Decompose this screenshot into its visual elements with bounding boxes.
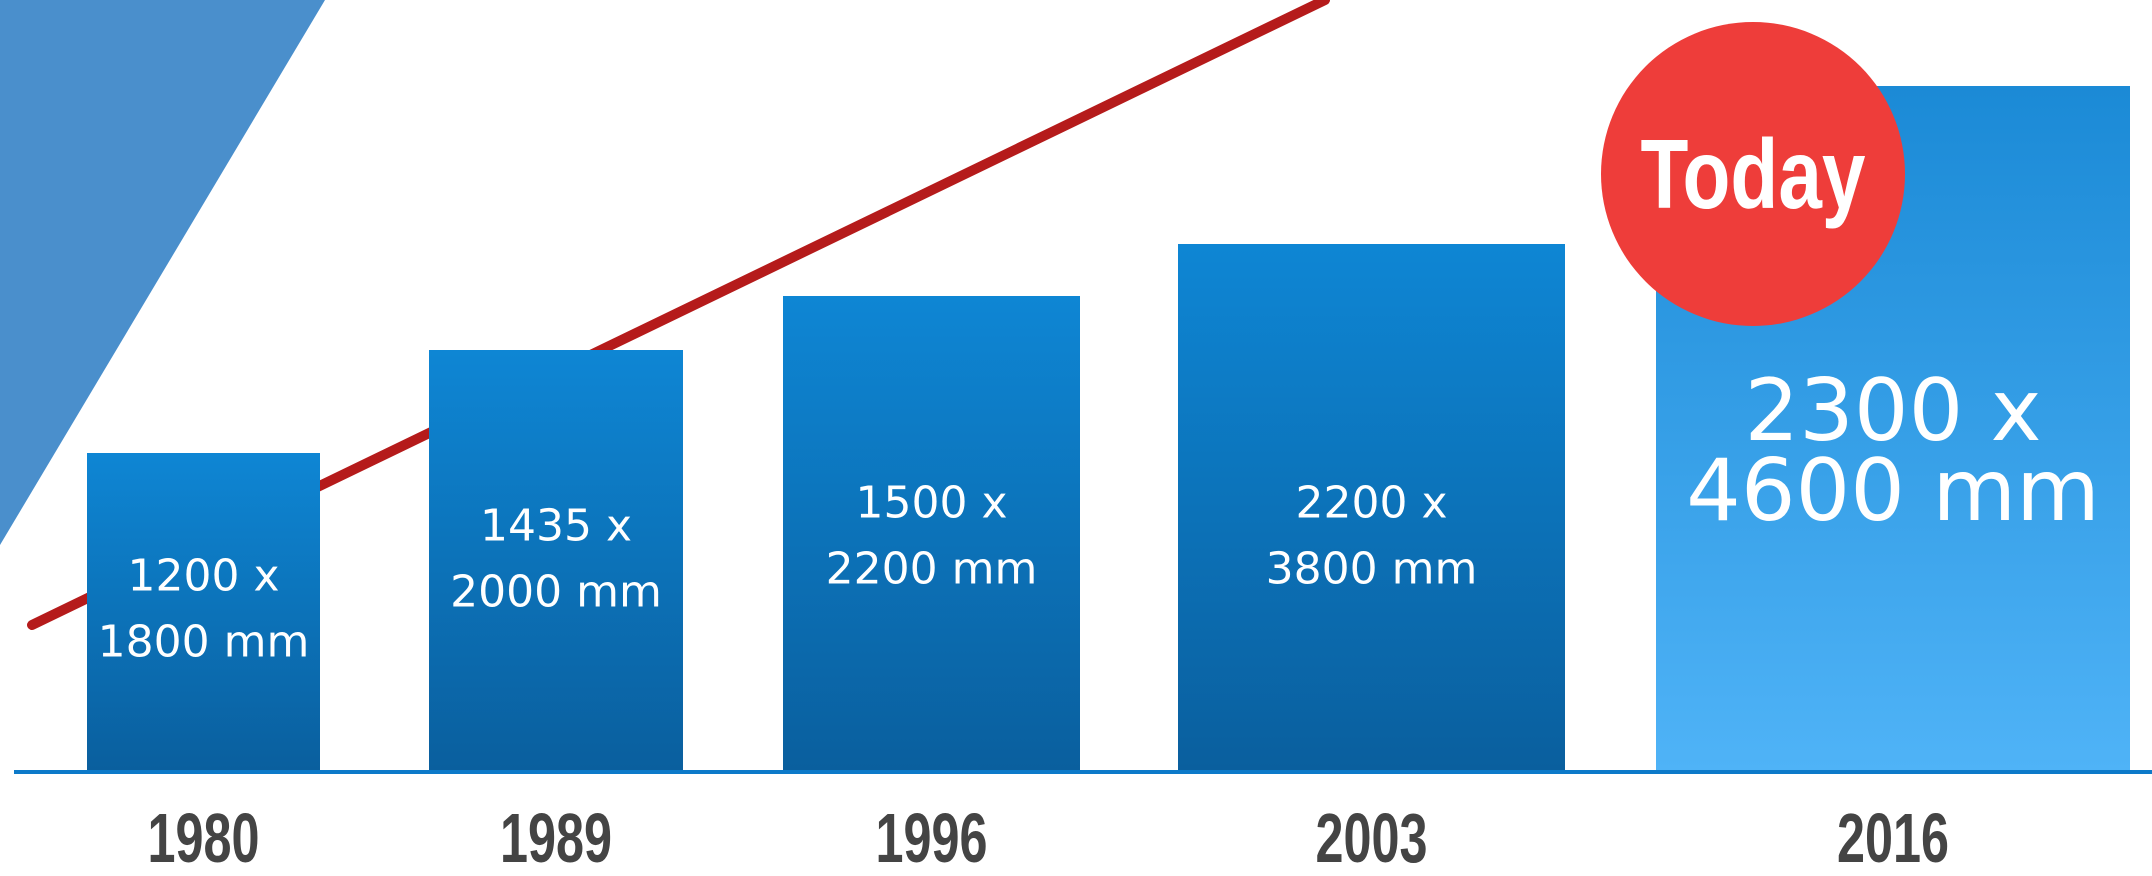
bar-label-1996-line2: 2200 mm xyxy=(826,543,1038,594)
bar-1980 xyxy=(87,453,320,770)
bar-2003 xyxy=(1178,244,1565,770)
bar-label-1980-line2: 1800 mm xyxy=(98,616,310,667)
x-tick-label-2003: 2003 xyxy=(1316,799,1428,876)
bar-label-2016-line1: 2300 x xyxy=(1744,361,2041,461)
bar-label-2003-line1: 2200 x xyxy=(1295,477,1447,528)
x-tick-label-1980: 1980 xyxy=(148,799,260,876)
bar-1989 xyxy=(429,350,683,770)
x-tick-label-1989: 1989 xyxy=(500,799,612,876)
bar-label-1989-line1: 1435 x xyxy=(480,500,632,551)
bar-label-2016-line2: 4600 mm xyxy=(1686,441,2100,541)
bar-label-1989-line2: 2000 mm xyxy=(450,566,662,617)
decorative-triangle xyxy=(0,0,325,545)
today-badge-text: Today xyxy=(1641,119,1866,229)
today-badge-circle xyxy=(1601,22,1905,326)
bar-label-2003-line2: 3800 mm xyxy=(1266,543,1478,594)
bar-label-1996-line1: 1500 x xyxy=(855,477,1007,528)
bars-group: 1200 x 1800 mm 1435 x 2000 mm 1500 x 2200 mm 2… xyxy=(87,86,2130,770)
x-tick-label-2016: 2016 xyxy=(1837,799,1949,876)
x-tick-labels: 1980 1989 1996 2003 2016 xyxy=(148,799,1950,876)
x-tick-label-1996: 1996 xyxy=(876,799,988,876)
bar-1996 xyxy=(783,296,1080,770)
bar-label-1980-line1: 1200 x xyxy=(127,550,279,601)
today-badge: Today xyxy=(1601,22,1905,326)
